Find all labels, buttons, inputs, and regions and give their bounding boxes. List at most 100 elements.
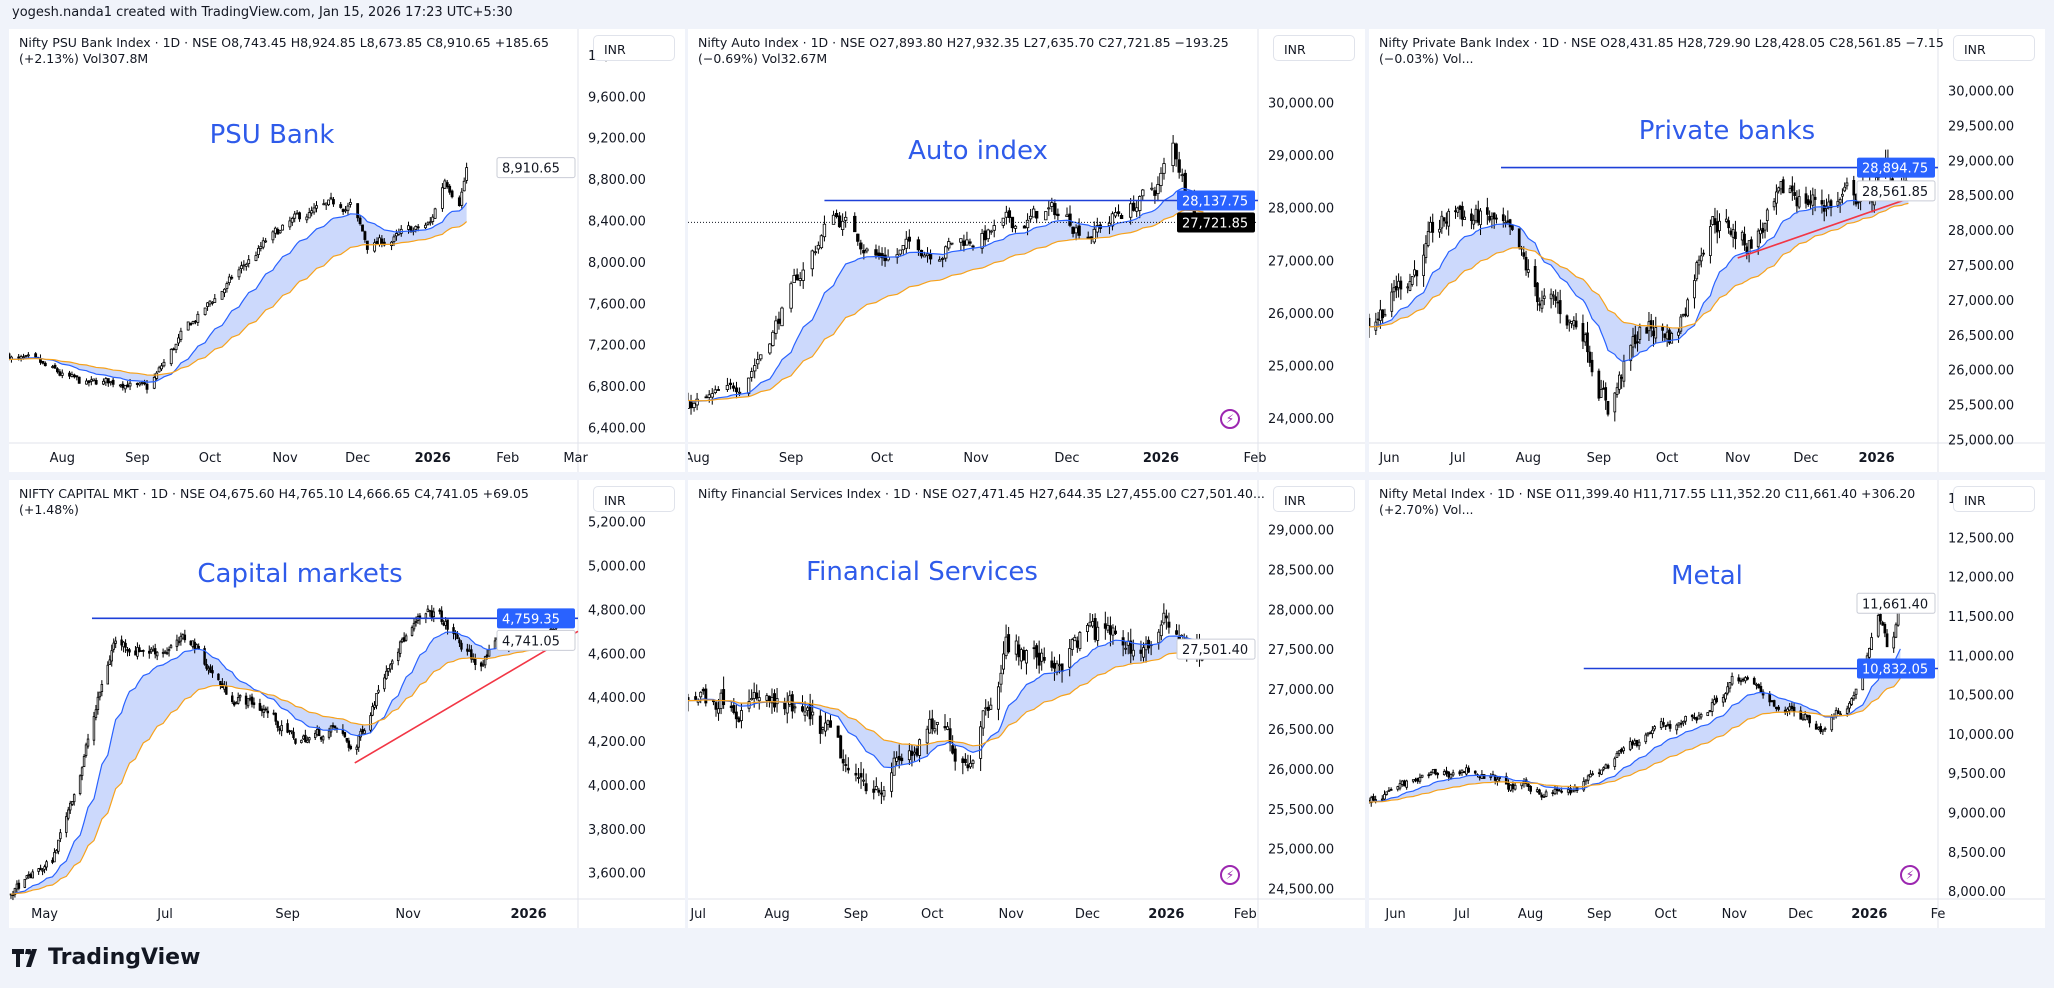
currency-button[interactable]: INR (593, 486, 675, 512)
trendline[interactable] (354, 630, 579, 764)
candle (234, 701, 238, 705)
chart-annotation[interactable]: Private banks (1638, 116, 1816, 146)
y-tick-label: 8,000.00 (1948, 885, 2006, 900)
chart-canvas[interactable]: 6,400.00 6,800.00 7,200.00 7,600.00 8,000.00… (9, 29, 685, 472)
chart-panel-metal[interactable]: 8,000.00 8,500.00 9,000.00 9,500.00 10,000.0… (1369, 480, 2045, 928)
chart-annotation[interactable]: Capital markets (197, 559, 403, 589)
chart-canvas[interactable]: 3,600.00 3,800.00 4,000.00 4,200.00 4,400.00… (9, 480, 685, 928)
candle (341, 208, 345, 215)
lightning-icon[interactable]: ⚡ (1220, 409, 1240, 429)
chart-panel-auto[interactable]: 24,000.00 25,000.00 26,000.00 27,000.00 28,0… (688, 29, 1365, 472)
candle (1508, 218, 1512, 235)
y-tick-label: 4,200.00 (588, 735, 646, 750)
candle (1050, 651, 1054, 672)
candle (1002, 641, 1006, 675)
candle (375, 692, 378, 710)
candle (1473, 770, 1477, 775)
candle (138, 382, 142, 387)
candle (1454, 205, 1457, 219)
candle (810, 249, 814, 277)
currency-button[interactable]: INR (1273, 35, 1355, 61)
candle (837, 212, 842, 228)
candle (67, 806, 70, 821)
x-tick-label: Mar (563, 451, 588, 466)
candle (250, 693, 254, 708)
candle (759, 354, 763, 362)
chart-canvas[interactable]: 24,500.00 25,000.00 25,500.00 26,000.00 26,5… (688, 480, 1365, 928)
chart-canvas[interactable]: 8,000.00 8,500.00 9,000.00 9,500.00 10,000.0… (1369, 480, 2045, 928)
candle (329, 192, 333, 201)
candle (128, 647, 131, 657)
candle (160, 362, 163, 372)
currency-button[interactable]: INR (1953, 486, 2035, 512)
candle (293, 210, 297, 223)
candle (1458, 204, 1462, 220)
lightning-icon[interactable]: ⚡ (1220, 865, 1240, 885)
currency-button[interactable]: INR (1953, 35, 2035, 61)
candle (768, 343, 772, 355)
candle (1180, 168, 1184, 183)
chart-panel-financial-services[interactable]: 24,500.00 25,000.00 25,500.00 26,000.00 26,5… (688, 480, 1365, 928)
currency-button[interactable]: INR (1273, 486, 1355, 512)
currency-button[interactable]: INR (593, 35, 675, 61)
candle (1399, 276, 1403, 300)
candle (1558, 289, 1562, 324)
chart-annotation[interactable]: Metal (1671, 561, 1743, 591)
lightning-icon[interactable]: ⚡ (1900, 865, 1920, 885)
candle (356, 203, 360, 222)
chart-canvas[interactable]: 24,000.00 25,000.00 26,000.00 27,000.00 28,0… (688, 29, 1365, 472)
candle (1520, 782, 1524, 790)
ema-fast-line (9, 202, 468, 383)
y-tick-label: 8,400.00 (588, 214, 646, 229)
candle (986, 228, 990, 243)
candle (1755, 682, 1758, 690)
chart-annotation[interactable]: Auto index (908, 136, 1048, 166)
chart-canvas[interactable]: 25,000.00 25,500.00 26,000.00 26,500.00 27,0… (1369, 29, 2045, 472)
candle (1721, 694, 1725, 707)
symbol-header[interactable]: Nifty Metal Index · 1D · NSE O11,399.40 … (1379, 486, 1916, 517)
candle (448, 184, 452, 195)
last-price-tag (1177, 212, 1255, 233)
trendline[interactable] (1737, 197, 1909, 259)
candle (918, 738, 922, 763)
candle (450, 189, 454, 199)
candle (1022, 225, 1027, 229)
symbol-header[interactable]: Nifty Auto Index · 1D · NSE O27,893.80 H… (698, 35, 1229, 66)
candle (298, 211, 301, 222)
candle (27, 871, 30, 879)
candle (1618, 371, 1621, 394)
chart-panel-private-bank[interactable]: 25,000.00 25,500.00 26,000.00 26,500.00 27,0… (1369, 29, 2045, 472)
candle (1167, 612, 1171, 634)
candle (373, 238, 377, 253)
candle (118, 384, 122, 388)
candle (1554, 289, 1557, 308)
candle (1613, 392, 1617, 422)
candle (1586, 321, 1589, 363)
candle (1848, 701, 1851, 713)
chart-panel-capital-market[interactable]: 3,600.00 3,800.00 4,000.00 4,200.00 4,400.00… (9, 480, 685, 928)
candle (1383, 790, 1386, 802)
candle (841, 749, 845, 772)
candle (980, 228, 984, 254)
candle (1843, 182, 1847, 193)
symbol-header[interactable]: Nifty Private Bank Index · 1D · NSE O28,… (1379, 35, 1944, 66)
candle (1533, 259, 1537, 297)
candle (1513, 782, 1517, 791)
candle (217, 673, 220, 681)
candle (1472, 214, 1476, 230)
x-tick-label: Sep (275, 907, 300, 922)
candle (775, 687, 779, 713)
candle (1042, 647, 1046, 664)
candle (1850, 697, 1853, 707)
chart-annotation[interactable]: PSU Bank (209, 120, 335, 150)
candle (834, 209, 839, 219)
chart-annotation[interactable]: Financial Services (806, 557, 1038, 587)
symbol-header[interactable]: Nifty Financial Services Index · 1D · NS… (698, 486, 1265, 501)
chart-panel-psu-bank[interactable]: 6,400.00 6,800.00 7,200.00 7,600.00 8,000.00… (9, 29, 685, 472)
candle (43, 361, 47, 367)
symbol-header[interactable]: Nifty PSU Bank Index · 1D · NSE O8,743.4… (19, 35, 549, 66)
candle (857, 767, 860, 784)
candle (306, 736, 309, 744)
candle (699, 691, 703, 704)
symbol-header[interactable]: NIFTY CAPITAL MKT · 1D · NSE O4,675.60 H… (19, 486, 529, 517)
